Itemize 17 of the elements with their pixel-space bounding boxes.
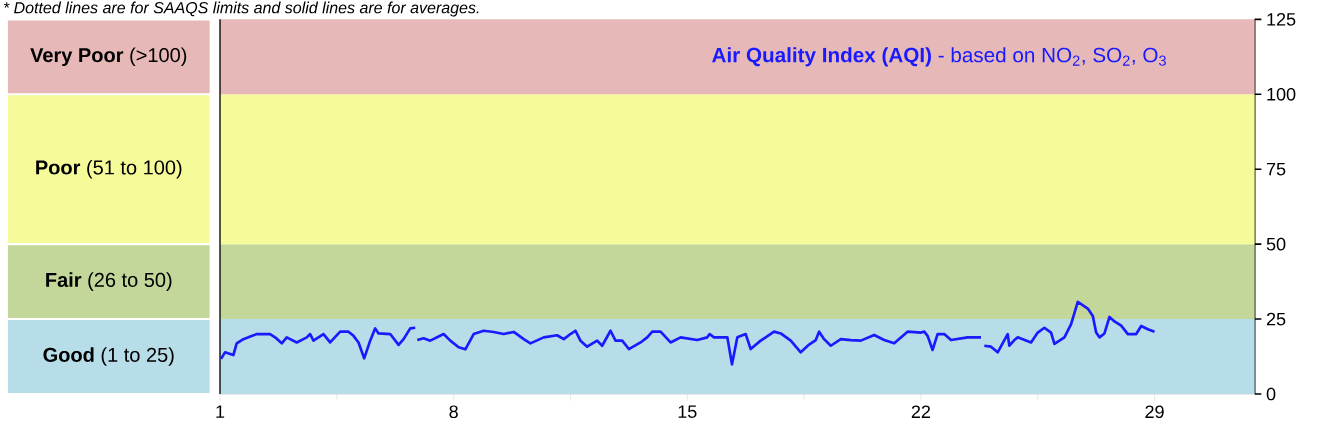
y-tick-label: 0 — [1266, 387, 1276, 401]
y-tick-label: 125 — [1267, 12, 1296, 26]
band-label: Fair (26 to 50) — [46, 272, 172, 291]
x-tick-label: 1 — [216, 405, 225, 418]
band-label: Poor (51 to 100) — [36, 159, 182, 179]
band-label: Very Poor (>100) — [30, 47, 187, 67]
band-label: Good (1 to 25) — [43, 347, 174, 366]
x-tick-label: 29 — [1145, 405, 1164, 419]
x-tick-label: 22 — [911, 405, 931, 418]
text: * Dotted lines are for SAAQS limits and solid lines are for averages. — [3, 1, 479, 17]
y-tick-label: 100 — [1267, 87, 1296, 101]
y-tick-label: 75 — [1266, 162, 1286, 176]
x-tick-label: 15 — [678, 405, 697, 418]
y-tick-label: 50 — [1266, 237, 1286, 251]
y-tick-label: 25 — [1266, 312, 1286, 326]
text: Air Quality Index (AQI) - based on NO$_{2}$, SO$_{2}$, O$_{3}$ — [712, 47, 1166, 67]
x-tick-label: 8 — [449, 405, 458, 419]
